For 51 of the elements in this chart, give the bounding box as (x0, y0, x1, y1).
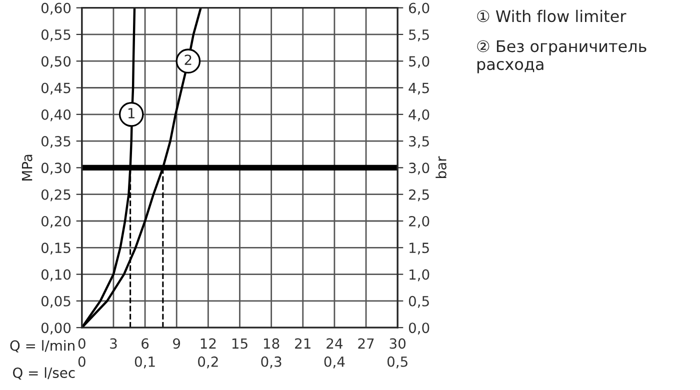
x2-tick-label: 0,3 (261, 356, 282, 368)
y2-tick-label: 5,0 (409, 56, 430, 68)
y2-tick-label: 2,5 (409, 189, 429, 202)
y-tick-label: 0,50 (41, 56, 71, 68)
x-tick-label: 0 (78, 338, 86, 349)
text: ① With flow limiter (477, 10, 626, 22)
y2-tick-label: 1,0 (410, 269, 430, 282)
y-tick-label: 0,25 (41, 189, 70, 202)
annotation: 2 (184, 54, 192, 65)
x2-axis-title: Q = l/sec (13, 367, 75, 380)
x-tick-label: 27 (358, 338, 374, 349)
y-tick-label: 0,15 (41, 242, 70, 255)
y2-tick-label: 2,0 (409, 216, 430, 228)
y2-tick-label: 4,0 (408, 109, 430, 122)
y-tick-label: 0,40 (41, 109, 71, 122)
x-axis-title: Q = l/min (10, 340, 74, 352)
x2-tick-label: 0,4 (324, 356, 345, 368)
x-tick-label: 21 (295, 338, 310, 349)
y2-axis-title: bar (436, 156, 446, 178)
x-tick-label: 9 (173, 338, 180, 349)
y2-tick-label: 6,0 (408, 2, 430, 15)
y-tick-label: 0,55 (41, 29, 70, 42)
y-tick-label: 0,60 (41, 2, 71, 15)
y-tick-label: 0,45 (41, 82, 70, 95)
y2-tick-label: 3,0 (409, 162, 430, 175)
y-tick-label: 0,10 (41, 269, 71, 282)
y-tick-label: 0,30 (41, 162, 71, 175)
y2-tick-label: 5,5 (409, 30, 429, 42)
y-axis-title: MPa (22, 154, 32, 180)
x-tick-label: 3 (110, 338, 117, 349)
y2-tick-label: 4,5 (408, 82, 429, 95)
y-tick-label: 0,05 (41, 296, 70, 308)
x-tick-label: 15 (232, 338, 248, 349)
annotation: 1 (128, 108, 134, 118)
y-tick-label: 0,20 (41, 216, 71, 228)
text: ② Без ограничитель расхода (477, 40, 646, 74)
y2-tick-label: 0,0 (408, 322, 430, 334)
x2-tick-label: 0,2 (198, 356, 218, 368)
x-tick-label: 30 (390, 338, 406, 349)
x2-tick-label: 0 (78, 356, 86, 367)
y2-tick-label: 3,5 (409, 136, 429, 148)
x-tick-label: 18 (264, 338, 280, 349)
y2-tick-label: 0,5 (408, 296, 429, 308)
x2-tick-label: 0,1 (134, 356, 155, 368)
x-tick-label: 6 (142, 338, 149, 349)
y-tick-label: 0,00 (41, 322, 71, 334)
x-tick-label: 24 (326, 338, 343, 349)
y2-tick-label: 1,5 (410, 242, 429, 255)
x-tick-label: 12 (200, 338, 216, 349)
y-tick-label: 0,35 (41, 136, 70, 148)
x2-tick-label: 0,5 (387, 356, 408, 368)
